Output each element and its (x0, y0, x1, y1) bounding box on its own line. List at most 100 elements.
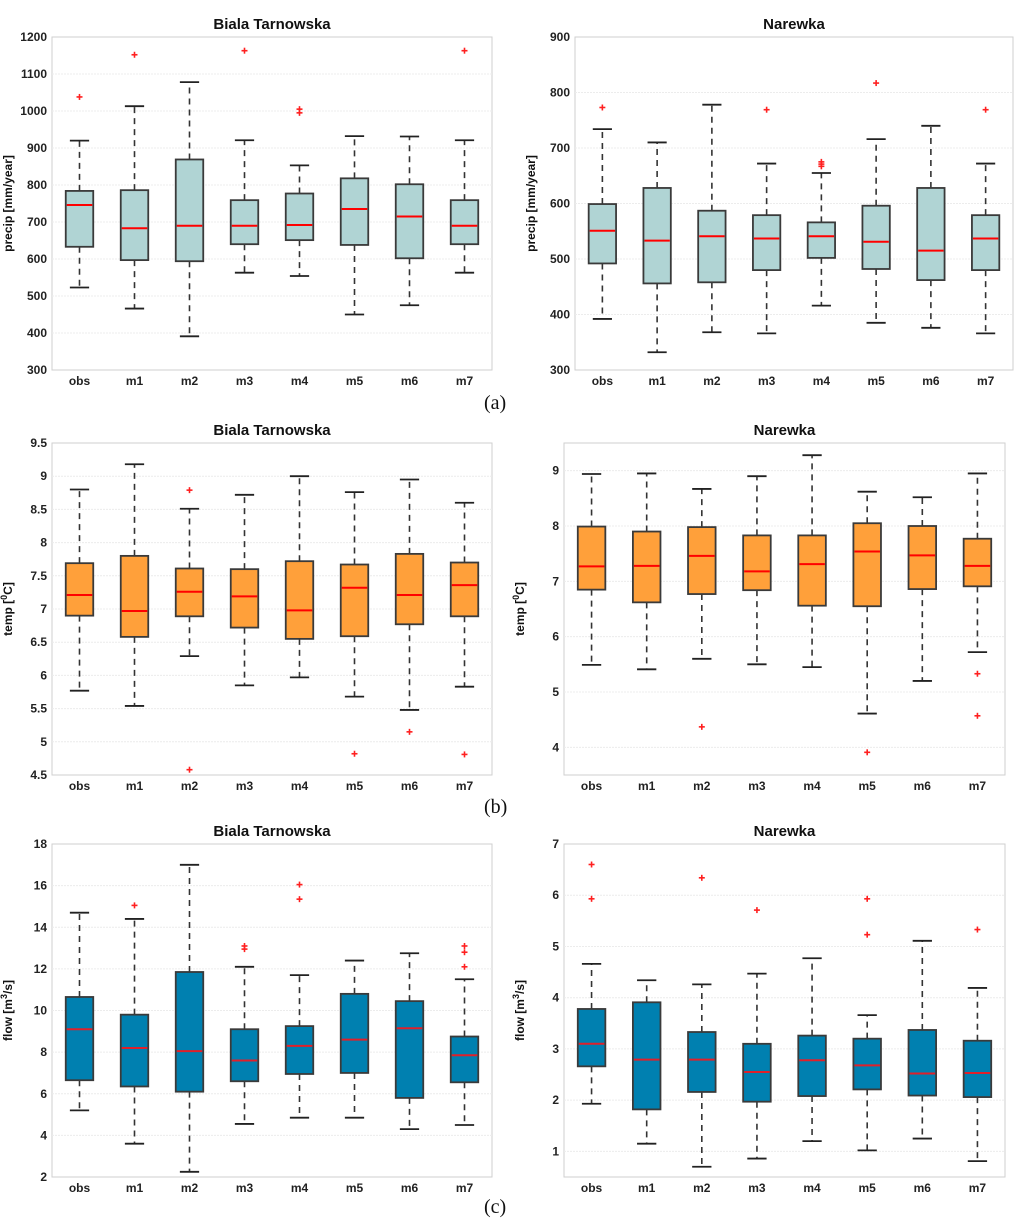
x-tick-label: m2 (181, 1181, 199, 1195)
iqr-box (119, 189, 150, 262)
outlier-marker (461, 47, 468, 54)
x-tick-label: m7 (456, 374, 474, 388)
x-tick-label: m5 (346, 779, 364, 793)
box-m3 (229, 47, 260, 274)
y-tick-label: 2 (40, 1170, 47, 1184)
iqr-box (587, 203, 617, 265)
iqr-box (576, 1008, 607, 1068)
iqr-box (962, 1039, 993, 1098)
box-m3 (742, 907, 772, 1160)
iqr-box (449, 199, 480, 246)
y-tick-label: 6 (552, 888, 559, 902)
outlier-marker (588, 861, 595, 868)
y-tick-label: 500 (550, 252, 570, 266)
outlier-marker (296, 881, 303, 888)
x-tick-label: m4 (291, 374, 309, 388)
y-axis-label: precip [mm/year] (524, 155, 538, 252)
panel-label-a: (a) (484, 392, 507, 414)
y-tick-label: 8.5 (30, 502, 47, 516)
iqr-box (284, 192, 315, 242)
y-tick-label: 7 (552, 837, 559, 851)
y-tick-label: 700 (27, 215, 47, 229)
plot-area (563, 442, 1006, 776)
box-m5 (852, 895, 882, 1152)
y-tick-label: 6 (40, 668, 47, 682)
y-tick-label: 5 (552, 685, 559, 699)
panel-label-c: (c) (484, 1196, 507, 1218)
x-tick-label: m1 (648, 374, 666, 388)
y-tick-label: 900 (550, 30, 570, 44)
x-tick-label: m3 (748, 1181, 766, 1195)
outlier-marker (241, 942, 248, 949)
outlier-marker (818, 158, 825, 165)
iqr-box (119, 554, 150, 638)
y-tick-label: 6.5 (30, 635, 47, 649)
iqr-box (687, 526, 717, 595)
y-tick-label: 9 (40, 469, 47, 483)
x-tick-label: obs (581, 1181, 603, 1195)
iqr-box (64, 562, 95, 617)
iqr-box (642, 187, 672, 285)
box-m6 (394, 478, 425, 735)
iqr-box (852, 522, 882, 608)
outlier-marker (974, 670, 981, 677)
y-tick-label: 9.5 (30, 436, 47, 450)
x-tick-label: m2 (703, 374, 721, 388)
y-tick-label: 4 (40, 1128, 47, 1142)
iqr-box (64, 190, 95, 248)
box-obs (576, 861, 607, 1105)
x-tick-label: obs (592, 374, 614, 388)
x-tick-label: m3 (236, 374, 254, 388)
chart-b-biala-tarnowska: 4.5 5 5.5 6 6.5 7 7.5 8 8.5 9 9.5 Biala Tarnowska te… (0, 422, 493, 793)
y-tick-label: 1000 (20, 104, 47, 118)
y-tick-label: 16 (34, 879, 48, 893)
y-tick-label: 8 (552, 519, 559, 533)
outlier-marker (186, 766, 193, 773)
iqr-box (797, 534, 827, 607)
iqr-box (339, 177, 370, 246)
box-m4 (797, 957, 827, 1143)
y-tick-label: 600 (550, 197, 570, 211)
chart-title: Biala Tarnowska (213, 823, 331, 840)
y-tick-label: 2 (552, 1093, 559, 1107)
box-m7 (449, 47, 480, 274)
y-tick-label: 1 (552, 1144, 559, 1158)
y-tick-label: 1200 (20, 30, 47, 44)
box-m7 (962, 926, 993, 1163)
y-tick-label: 5 (552, 939, 559, 953)
y-tick-label: 8 (40, 1045, 47, 1059)
iqr-box (284, 560, 315, 640)
x-tick-label: m7 (969, 1181, 987, 1195)
box-obs (64, 93, 95, 289)
box-m1 (642, 141, 672, 354)
box-m2 (174, 487, 205, 773)
box-m6 (907, 939, 937, 1140)
panel-label-b: (b) (484, 796, 508, 818)
iqr-box (229, 199, 260, 246)
outlier-marker (864, 895, 871, 902)
y-tick-label: 18 (34, 837, 48, 851)
x-tick-label: m2 (181, 779, 199, 793)
y-tick-label: 900 (27, 141, 47, 155)
iqr-box (174, 158, 205, 263)
iqr-box (229, 1028, 260, 1083)
outlier-marker (698, 874, 705, 881)
box-m2 (687, 874, 717, 1168)
x-tick-label: m1 (638, 1181, 656, 1195)
outlier-marker (698, 723, 705, 730)
chart-title: Biala Tarnowska (213, 422, 331, 439)
box-m2 (687, 488, 717, 730)
y-axis-label: precip [mm/year] (1, 155, 15, 252)
x-tick-label: m5 (859, 779, 877, 793)
chart-a-narewka: 300 400 500 600 700 800 900 Narewka precip [mm/y… (524, 16, 1014, 388)
chart-title: Narewka (754, 823, 816, 840)
box-m4 (284, 881, 315, 1119)
iqr-box (752, 214, 782, 271)
iqr-box (339, 563, 370, 638)
box-m1 (632, 979, 662, 1145)
x-tick-label: m6 (401, 1181, 419, 1195)
x-tick-label: obs (581, 779, 603, 793)
x-tick-label: m2 (693, 1181, 711, 1195)
outlier-marker (982, 106, 989, 113)
box-m2 (174, 863, 205, 1173)
